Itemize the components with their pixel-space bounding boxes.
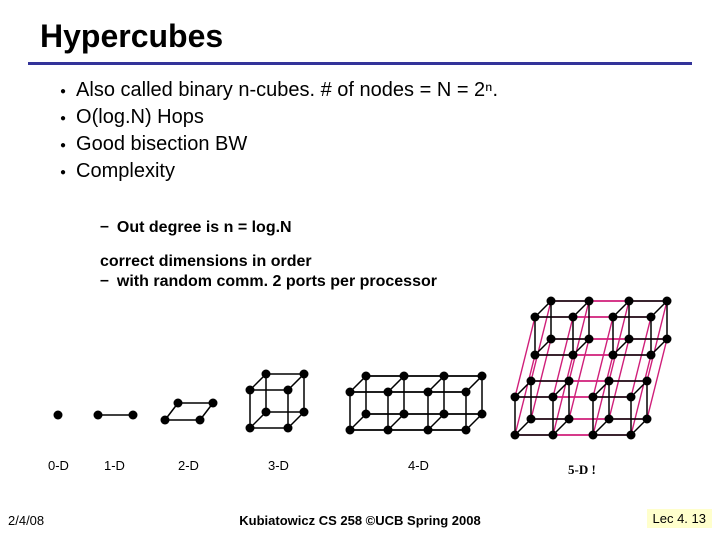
hypercube-svg	[20, 300, 700, 510]
dim-label-5d: 5-D !	[568, 462, 596, 478]
bullet-text: Good bisection BW	[76, 132, 247, 157]
dim-label-1d: 1-D	[104, 458, 125, 473]
bullet-dot-icon: ●	[60, 86, 66, 97]
sub-bullet-list: – Out degree is n = log.N correct dimens…	[100, 218, 660, 293]
dim-label-4d: 4-D	[408, 458, 429, 473]
bullet-text: Complexity	[76, 159, 175, 184]
sub-bullet-item: – Out degree is n = log.N	[100, 218, 660, 237]
sub-bullet-text: with random comm. 2 ports per processor	[117, 272, 437, 291]
bullet-item: ● Good bisection BW	[60, 132, 680, 157]
bullet-item: ● Complexity	[60, 159, 680, 184]
dim-label-3d: 3-D	[268, 458, 289, 473]
hypercube-diagrams: 0-D 1-D 2-D 3-D 4-D 5-D !	[20, 300, 700, 490]
bullet-text: Also called binary n-cubes. # of nodes =…	[76, 78, 498, 103]
sub-bullet-item: correct dimensions in order	[100, 252, 660, 271]
bullet-list: ● Also called binary n-cubes. # of nodes…	[60, 78, 680, 186]
bullet-dot-icon: ●	[60, 140, 66, 151]
dash-icon: –	[100, 218, 109, 236]
bullet-dot-icon: ●	[60, 113, 66, 124]
dim-label-0d: 0-D	[48, 458, 69, 473]
dash-icon: –	[100, 272, 109, 290]
footer-center: Kubiatowicz CS 258 ©UCB Spring 2008	[239, 513, 480, 528]
bullet-text: O(log.N) Hops	[76, 105, 204, 130]
footer-date: 2/4/08	[8, 513, 44, 528]
bullet-dot-icon: ●	[60, 167, 66, 178]
bullet-item: ● Also called binary n-cubes. # of nodes…	[60, 78, 680, 103]
page-title: Hypercubes	[40, 18, 223, 55]
bullet-item: ● O(log.N) Hops	[60, 105, 680, 130]
footer-slide-number: Lec 4. 13	[647, 509, 713, 528]
sub-bullet-item: – with random comm. 2 ports per processo…	[100, 272, 660, 291]
title-underline	[28, 62, 692, 65]
sub-bullet-text: Out degree is n = log.N	[117, 218, 292, 237]
sub-bullet-text: correct dimensions in order	[100, 252, 312, 271]
dim-label-2d: 2-D	[178, 458, 199, 473]
